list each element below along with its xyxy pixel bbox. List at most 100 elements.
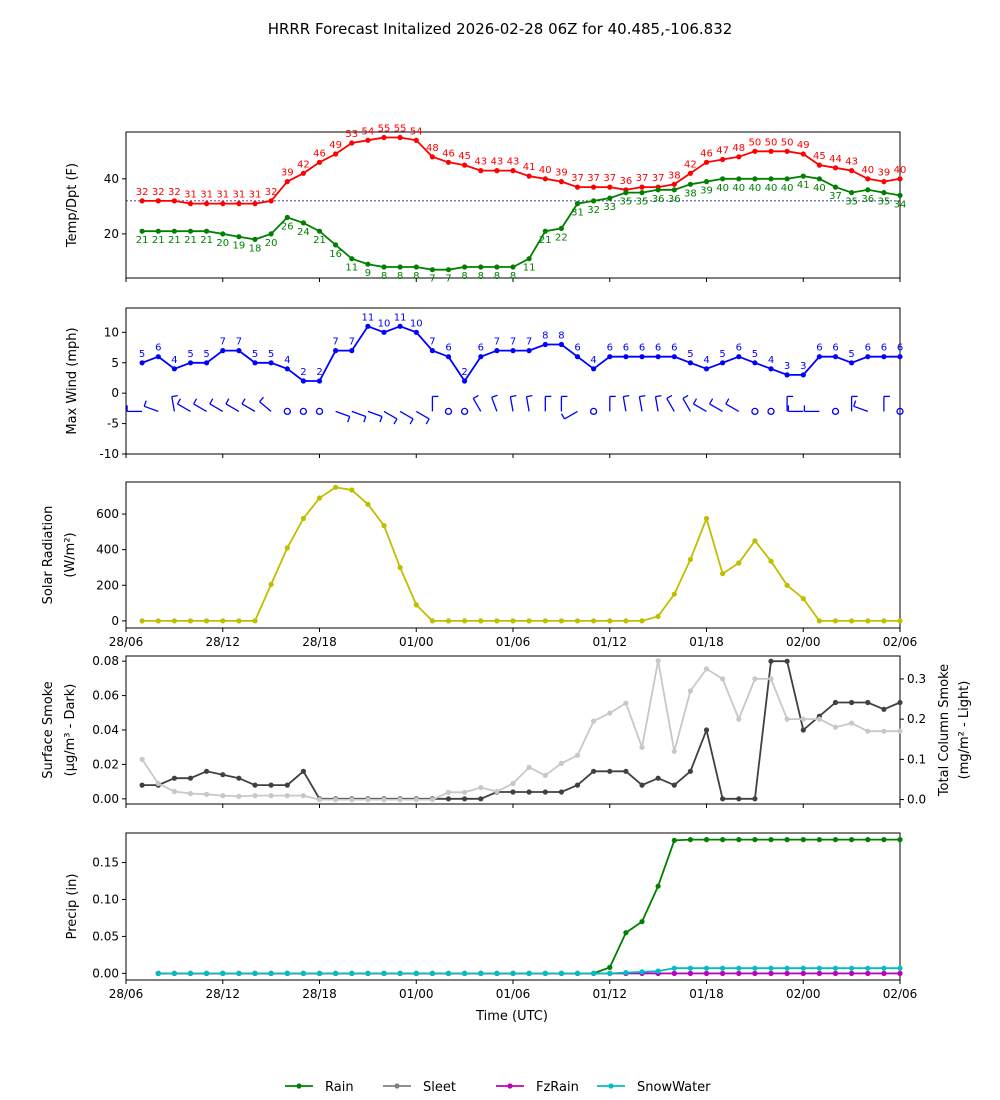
data-label: 6 [897,343,903,354]
data-point [365,970,371,977]
data-point [526,970,532,977]
panel-smoke: 0.00 0.02 0.04 0.06 0.08 0.0 0.1 0.2 0.3 Surface … [41,654,972,808]
data-label: 16 [329,249,342,260]
data-point [703,179,710,185]
data-point [703,970,710,977]
data-point [316,159,323,165]
data-point [429,348,435,354]
data-point [703,727,710,733]
data-label: 43 [507,157,520,168]
data-point [591,184,597,190]
data-point [768,148,774,154]
data-label: 35 [878,197,891,208]
data-label: 48 [732,143,745,154]
data-point [478,970,484,977]
data-point [139,228,145,234]
data-point [252,236,258,242]
data-label: 53 [345,129,358,140]
data-point [736,560,742,566]
y-tick-label: 0.04 [92,723,119,737]
data-point [462,618,468,624]
x-tick-label: 28/06 [109,635,144,649]
data-label: 6 [881,343,887,354]
wind-barb-feather [655,394,662,398]
data-label: 40 [732,183,745,194]
data-point [849,965,855,971]
data-point [204,360,210,366]
data-point [800,372,806,378]
y-tick-label: 0.00 [92,792,119,806]
data-point [333,484,339,490]
data-label: 40 [765,183,778,194]
data-point [429,797,435,803]
data-point [881,179,887,185]
data-point [865,618,871,624]
data-point [316,797,323,803]
data-point [252,360,258,366]
data-label: 34 [894,199,907,210]
data-point [316,495,323,501]
wind-barb [193,403,207,412]
data-label: 32 [152,187,165,198]
data-label: 31 [233,190,246,201]
data-point [478,618,484,624]
wind-barb [525,396,530,412]
series-line-total-column-smoke [141,660,900,801]
y2-axis-label: Total Column Smoke [937,664,952,797]
data-point [736,154,742,160]
data-point [542,970,548,977]
data-label: 4 [284,355,290,366]
data-point [510,618,516,624]
data-label: 48 [426,143,439,154]
data-label: 37 [652,173,665,184]
data-point [897,192,903,198]
data-point [445,796,452,802]
data-point [897,176,903,182]
data-point [268,793,274,799]
data-point [574,782,581,788]
data-label: 40 [894,165,907,176]
data-label: 2 [461,367,467,378]
data-point [268,782,274,788]
data-point [655,883,661,889]
data-label: 8 [510,271,516,282]
figure-title: HRRR Forecast Initalized 2026-02-28 06Z … [268,20,733,38]
data-point [720,676,726,682]
data-point [187,775,194,781]
data-point [623,768,629,774]
data-label: 32 [168,187,181,198]
data-point [204,201,210,207]
data-point [558,618,565,624]
data-label: 55 [378,124,391,135]
data-label: 26 [281,221,294,232]
data-point [300,768,306,774]
data-point [607,970,613,977]
wind-barb [509,396,514,412]
wind-barb-feather [692,398,698,405]
data-point [752,360,758,366]
data-point [881,706,887,712]
data-label: 37 [829,191,842,202]
data-point [623,930,629,936]
data-point [671,187,677,193]
data-point [284,179,290,185]
data-point [671,748,677,754]
wind-barb-feather [510,394,517,398]
data-point [736,716,742,722]
data-point [768,366,774,372]
data-label: 40 [861,165,874,176]
data-point [397,797,403,803]
data-label: 19 [233,241,246,252]
data-point [155,618,161,624]
y-tick-label: 5 [111,356,119,370]
data-label: 35 [620,197,633,208]
data-label: 8 [461,271,467,282]
y-tick-label: 0 [111,386,119,400]
y-tick-label: 0 [111,614,119,628]
data-label: 35 [845,197,858,208]
data-label: 50 [765,137,778,148]
y2-tick-label: 0.0 [907,793,926,807]
data-point [607,184,613,190]
data-label: 5 [687,349,693,360]
data-point [365,797,371,803]
